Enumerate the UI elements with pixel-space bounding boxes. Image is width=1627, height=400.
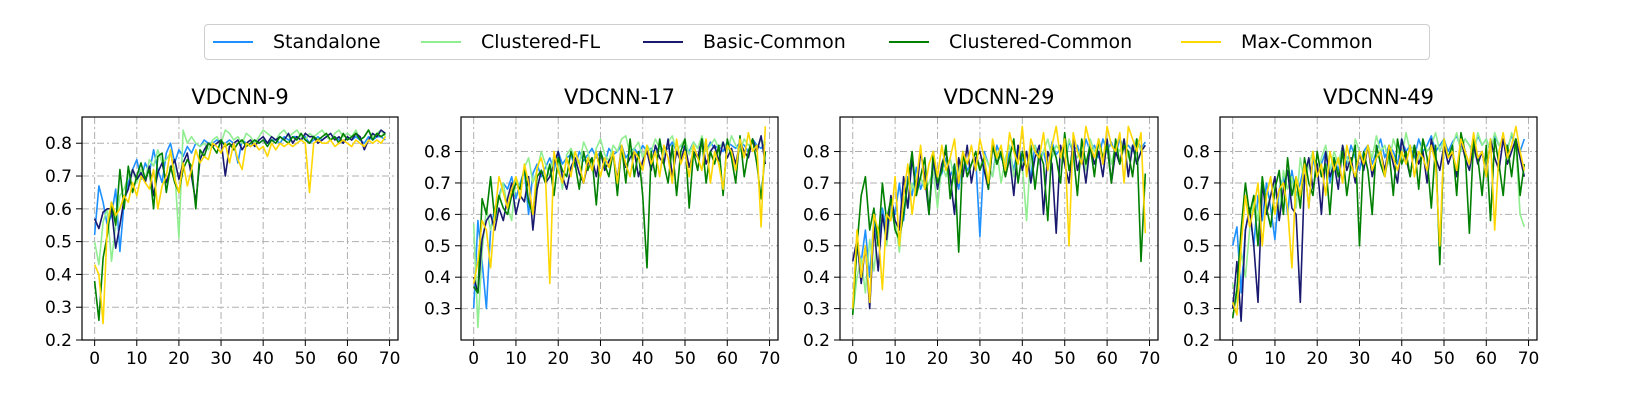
x-tick-label: 40 bbox=[632, 349, 654, 369]
series-line bbox=[93, 129, 386, 249]
legend-item: Clustered-FL bbox=[421, 25, 600, 59]
x-tick-label: 50 bbox=[1433, 349, 1455, 369]
plot-frame bbox=[81, 116, 399, 341]
x-tick-label: 0 bbox=[1227, 349, 1238, 369]
series-line bbox=[93, 136, 387, 325]
chart-title: VDCNN-17 bbox=[564, 85, 675, 109]
y-tick-label: 0.5 bbox=[1183, 237, 1210, 257]
x-tick-label: 70 bbox=[379, 349, 401, 369]
y-tick-label: 0.3 bbox=[45, 298, 72, 318]
series-line bbox=[93, 129, 387, 266]
x-tick-label: 10 bbox=[126, 349, 148, 369]
y-tick-label: 0.8 bbox=[1183, 143, 1210, 163]
series-line bbox=[93, 135, 386, 253]
x-tick-label: 10 bbox=[884, 349, 906, 369]
x-tick-label: 70 bbox=[759, 349, 781, 369]
legend-label: Max-Common bbox=[1241, 31, 1373, 53]
y-tick-label: 0.5 bbox=[424, 237, 451, 257]
y-tick-label: 0.7 bbox=[803, 174, 830, 194]
legend-swatch bbox=[643, 41, 683, 43]
y-tick-label: 0.6 bbox=[424, 205, 451, 225]
x-tick-label: 30 bbox=[210, 349, 232, 369]
y-tick-label: 0.6 bbox=[1183, 205, 1210, 225]
x-tick-label: 10 bbox=[1264, 349, 1286, 369]
y-tick-label: 0.6 bbox=[803, 205, 830, 225]
plot-frame bbox=[1219, 116, 1538, 341]
x-tick-label: 40 bbox=[1391, 349, 1413, 369]
series-line bbox=[93, 129, 386, 322]
legend-label: Standalone bbox=[273, 31, 381, 53]
y-tick-label: 0.3 bbox=[1183, 300, 1210, 320]
chart-panel: 0 10 20 30 40 50 60 70 0.3 0.4 0.5 0.6 0.7 0.8 VDCNN-1… bbox=[424, 85, 780, 369]
legend-item: Standalone bbox=[213, 25, 381, 59]
chart-title: VDCNN-9 bbox=[191, 85, 289, 109]
y-tick-label: 0.4 bbox=[45, 265, 72, 285]
x-tick-label: 0 bbox=[468, 349, 479, 369]
x-tick-label: 60 bbox=[1096, 349, 1118, 369]
y-tick-label: 0.8 bbox=[803, 143, 830, 163]
legend-label: Clustered-FL bbox=[481, 31, 601, 53]
x-tick-label: 10 bbox=[505, 349, 527, 369]
legend-item: Basic-Common bbox=[643, 25, 846, 59]
plot-frame bbox=[839, 116, 1159, 341]
chart-title: VDCNN-29 bbox=[944, 85, 1055, 109]
x-tick-label: 20 bbox=[1306, 349, 1328, 369]
plot-frame bbox=[460, 116, 779, 341]
x-tick-label: 60 bbox=[337, 349, 359, 369]
y-tick-label: 0.2 bbox=[803, 331, 830, 351]
chart-panel: 0 10 20 30 40 50 60 70 0.2 0.3 0.4 0.5 0.6 0.7 0.8 VDCN… bbox=[1183, 85, 1539, 369]
series-line bbox=[472, 126, 767, 285]
series-line bbox=[1231, 125, 1526, 316]
y-tick-label: 0.5 bbox=[45, 233, 72, 253]
y-tick-label: 0.7 bbox=[45, 167, 72, 187]
y-tick-label: 0.8 bbox=[45, 134, 72, 154]
x-tick-label: 60 bbox=[716, 349, 738, 369]
y-tick-label: 0.3 bbox=[803, 300, 830, 320]
x-tick-label: 30 bbox=[969, 349, 991, 369]
x-tick-label: 30 bbox=[1349, 349, 1371, 369]
legend-item: Clustered-Common bbox=[889, 25, 1132, 59]
x-tick-label: 20 bbox=[927, 349, 949, 369]
series-line bbox=[851, 125, 1147, 309]
y-tick-label: 0.3 bbox=[424, 300, 451, 320]
x-tick-label: 70 bbox=[1518, 349, 1540, 369]
legend-label: Basic-Common bbox=[703, 31, 846, 53]
x-tick-label: 60 bbox=[1475, 349, 1497, 369]
chart-title: VDCNN-49 bbox=[1323, 85, 1434, 109]
chart-panel: 0 10 20 30 40 50 60 70 0.2 0.3 0.4 0.5 0.6 0.7 0.8 VDCN… bbox=[45, 85, 400, 369]
legend-swatch bbox=[889, 41, 929, 43]
y-tick-label: 0.5 bbox=[803, 237, 830, 257]
x-tick-label: 50 bbox=[1054, 349, 1076, 369]
y-tick-label: 0.2 bbox=[1183, 331, 1210, 351]
y-tick-label: 0.4 bbox=[424, 268, 451, 288]
legend-item: Max-Common bbox=[1181, 25, 1373, 59]
legend-swatch bbox=[421, 41, 461, 43]
x-tick-label: 30 bbox=[590, 349, 612, 369]
y-tick-label: 0.6 bbox=[45, 200, 72, 220]
x-tick-label: 50 bbox=[294, 349, 316, 369]
legend-label: Clustered-Common bbox=[949, 31, 1133, 53]
y-tick-label: 0.7 bbox=[1183, 174, 1210, 194]
y-tick-label: 0.8 bbox=[424, 143, 451, 163]
y-tick-label: 0.4 bbox=[803, 268, 830, 288]
chart-panel: 0 10 20 30 40 50 60 70 0.2 0.3 0.4 0.5 0.6 0.7 0.8 VDCN… bbox=[803, 85, 1160, 369]
x-tick-label: 0 bbox=[847, 349, 858, 369]
x-tick-label: 20 bbox=[547, 349, 569, 369]
x-tick-label: 0 bbox=[89, 349, 100, 369]
legend-swatch bbox=[213, 41, 253, 43]
x-tick-label: 40 bbox=[1011, 349, 1033, 369]
y-tick-label: 0.4 bbox=[1183, 268, 1210, 288]
x-tick-label: 70 bbox=[1139, 349, 1161, 369]
x-tick-label: 40 bbox=[252, 349, 274, 369]
legend-swatch bbox=[1181, 41, 1221, 43]
x-tick-label: 50 bbox=[674, 349, 696, 369]
y-tick-label: 0.7 bbox=[424, 174, 451, 194]
chart-legend: Standalone Clustered-FL Basic-Common Cluste… bbox=[204, 24, 1430, 60]
y-tick-label: 0.2 bbox=[45, 331, 72, 351]
x-tick-label: 20 bbox=[168, 349, 190, 369]
